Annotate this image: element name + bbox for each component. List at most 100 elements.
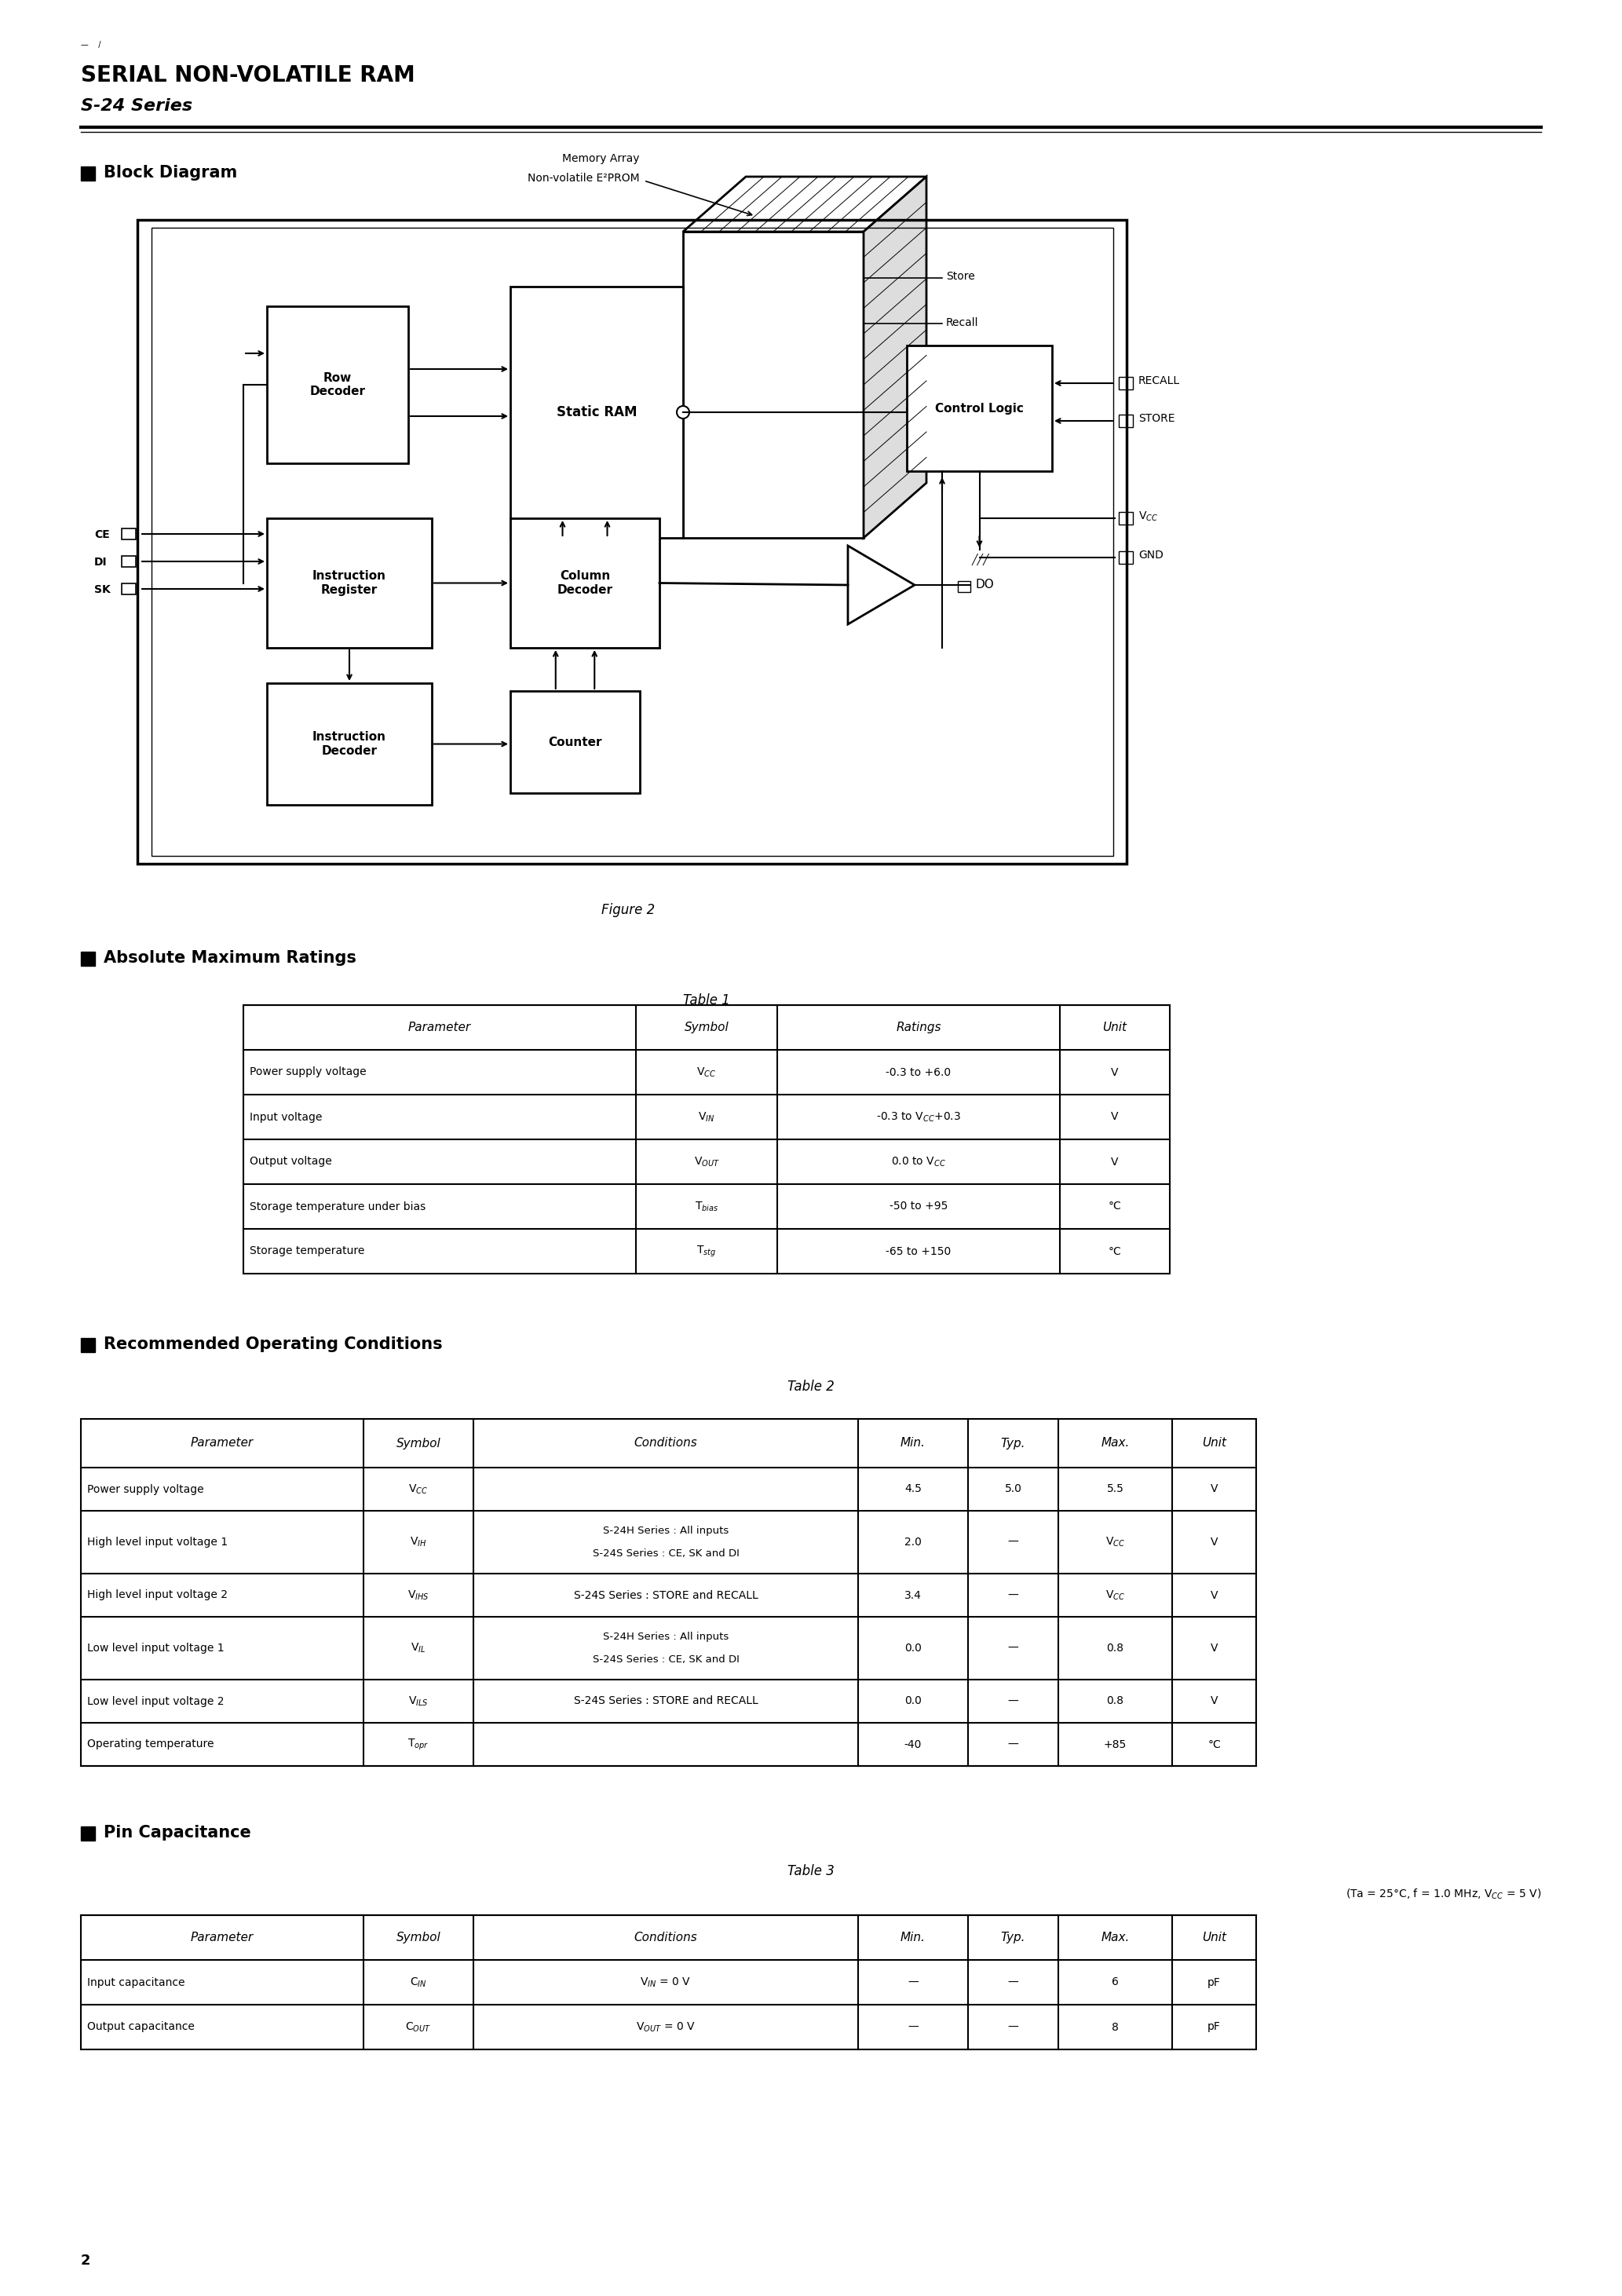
Text: V$_{IN}$: V$_{IN}$	[697, 1111, 715, 1123]
Text: 6: 6	[1111, 1977, 1119, 1988]
Text: 2.0: 2.0	[905, 1536, 921, 1548]
Bar	[268, 684, 431, 806]
Bar	[268, 305, 409, 464]
Bar	[81, 1825, 96, 1841]
Bar	[81, 1419, 1255, 1766]
Bar	[122, 583, 136, 595]
Text: Static RAM: Static RAM	[556, 404, 637, 420]
Text: Typ.: Typ.	[1001, 1931, 1025, 1942]
Text: Recall: Recall	[946, 317, 978, 328]
Text: V$_{CC}$: V$_{CC}$	[1105, 1589, 1126, 1603]
Text: Output capacitance: Output capacitance	[88, 2020, 195, 2032]
Text: —    /: — /	[81, 41, 101, 48]
Text: Row
Decoder: Row Decoder	[310, 372, 365, 397]
Text: Parameter: Parameter	[191, 1437, 253, 1449]
Bar	[122, 556, 136, 567]
Text: V$_{CC}$: V$_{CC}$	[409, 1483, 428, 1495]
Text: V$_{OUT}$ = 0 V: V$_{OUT}$ = 0 V	[636, 2020, 696, 2034]
Text: Conditions: Conditions	[634, 1437, 697, 1449]
Text: Power supply voltage: Power supply voltage	[88, 1483, 204, 1495]
Text: 5.0: 5.0	[1004, 1483, 1022, 1495]
Text: Symbol: Symbol	[684, 1022, 728, 1033]
Text: Unit: Unit	[1202, 1931, 1226, 1942]
Text: Instruction
Decoder: Instruction Decoder	[313, 732, 386, 758]
Bar	[81, 953, 96, 967]
Text: -50 to +95: -50 to +95	[889, 1201, 947, 1212]
Text: C$_{IN}$: C$_{IN}$	[410, 1977, 427, 1988]
Text: pF: pF	[1207, 1977, 1221, 1988]
Text: C$_{OUT}$: C$_{OUT}$	[406, 2020, 431, 2034]
Text: —: —	[1007, 1697, 1019, 1706]
Text: V: V	[1111, 1068, 1119, 1077]
Text: Column
Decoder: Column Decoder	[556, 569, 613, 595]
Text: Storage temperature: Storage temperature	[250, 1247, 365, 1256]
Text: Power supply voltage: Power supply voltage	[250, 1068, 367, 1077]
Text: Unit: Unit	[1202, 1437, 1226, 1449]
Text: Store: Store	[946, 271, 975, 282]
Polygon shape	[863, 177, 926, 537]
Text: Symbol: Symbol	[396, 1437, 441, 1449]
Text: V$_{IHS}$: V$_{IHS}$	[407, 1589, 430, 1603]
Text: Min.: Min.	[900, 1931, 926, 1942]
Text: V: V	[1210, 1536, 1218, 1548]
Text: Input capacitance: Input capacitance	[88, 1977, 185, 1988]
Text: 2: 2	[81, 2255, 91, 2268]
Text: 0.0: 0.0	[905, 1697, 921, 1706]
Bar	[138, 220, 1127, 863]
Text: Control Logic: Control Logic	[936, 402, 1023, 413]
Text: V$_{CC}$: V$_{CC}$	[1105, 1536, 1126, 1548]
Text: °C: °C	[1108, 1247, 1121, 1256]
Text: Storage temperature under bias: Storage temperature under bias	[250, 1201, 425, 1212]
Text: -65 to +150: -65 to +150	[886, 1247, 950, 1256]
Text: Parameter: Parameter	[409, 1022, 470, 1033]
Text: V$_{ILS}$: V$_{ILS}$	[409, 1694, 428, 1708]
Text: V: V	[1210, 1697, 1218, 1706]
Text: Conditions: Conditions	[634, 1931, 697, 1942]
Text: S-24H Series : All inputs: S-24H Series : All inputs	[603, 1632, 728, 1642]
Text: RECALL: RECALL	[1139, 374, 1181, 386]
Text: Output voltage: Output voltage	[250, 1157, 333, 1166]
Text: -0.3 to +6.0: -0.3 to +6.0	[886, 1068, 950, 1077]
Bar	[511, 691, 639, 792]
Text: Table 2: Table 2	[788, 1380, 834, 1394]
Text: CE: CE	[94, 530, 110, 540]
Text: Parameter: Parameter	[191, 1931, 253, 1942]
Bar	[268, 519, 431, 647]
Text: Block Diagram: Block Diagram	[104, 165, 237, 181]
Polygon shape	[848, 546, 915, 625]
Text: DO: DO	[975, 579, 994, 590]
Bar	[907, 344, 1053, 471]
Text: Min.: Min.	[900, 1437, 926, 1449]
Text: S-24S Series : CE, SK and DI: S-24S Series : CE, SK and DI	[592, 1655, 740, 1665]
Text: —: —	[1007, 1589, 1019, 1600]
Bar	[1119, 551, 1132, 565]
Text: Table 1: Table 1	[683, 994, 730, 1008]
Text: V: V	[1111, 1111, 1119, 1123]
Text: High level input voltage 2: High level input voltage 2	[88, 1589, 227, 1600]
Text: S-24S Series : STORE and RECALL: S-24S Series : STORE and RECALL	[574, 1589, 757, 1600]
Text: 4.5: 4.5	[905, 1483, 921, 1495]
Text: —: —	[908, 1977, 918, 1988]
Bar	[1119, 377, 1132, 390]
Text: Counter: Counter	[548, 737, 602, 748]
Bar	[81, 1339, 96, 1352]
Text: —: —	[1007, 1536, 1019, 1548]
Bar	[151, 227, 1113, 856]
Text: V$_{IN}$ = 0 V: V$_{IN}$ = 0 V	[641, 1977, 691, 1988]
Text: V: V	[1210, 1642, 1218, 1653]
Text: T$_{bias}$: T$_{bias}$	[694, 1201, 719, 1212]
Text: pF: pF	[1207, 2020, 1221, 2032]
Text: Table 3: Table 3	[788, 1864, 834, 1878]
Text: V$_{IH}$: V$_{IH}$	[410, 1536, 427, 1548]
Text: S-24 Series: S-24 Series	[81, 99, 193, 115]
Bar	[1119, 512, 1132, 523]
Bar	[243, 1006, 1169, 1274]
Text: (Ta = 25°C, f = 1.0 MHz, V$_{CC}$ = 5 V): (Ta = 25°C, f = 1.0 MHz, V$_{CC}$ = 5 V)	[1346, 1887, 1541, 1901]
Text: High level input voltage 1: High level input voltage 1	[88, 1536, 227, 1548]
Text: Input voltage: Input voltage	[250, 1111, 323, 1123]
Text: V: V	[1210, 1589, 1218, 1600]
Text: V$_{CC}$: V$_{CC}$	[1139, 510, 1158, 523]
Bar	[1119, 416, 1132, 427]
Text: Max.: Max.	[1101, 1437, 1129, 1449]
Text: SERIAL NON-VOLATILE RAM: SERIAL NON-VOLATILE RAM	[81, 64, 415, 87]
